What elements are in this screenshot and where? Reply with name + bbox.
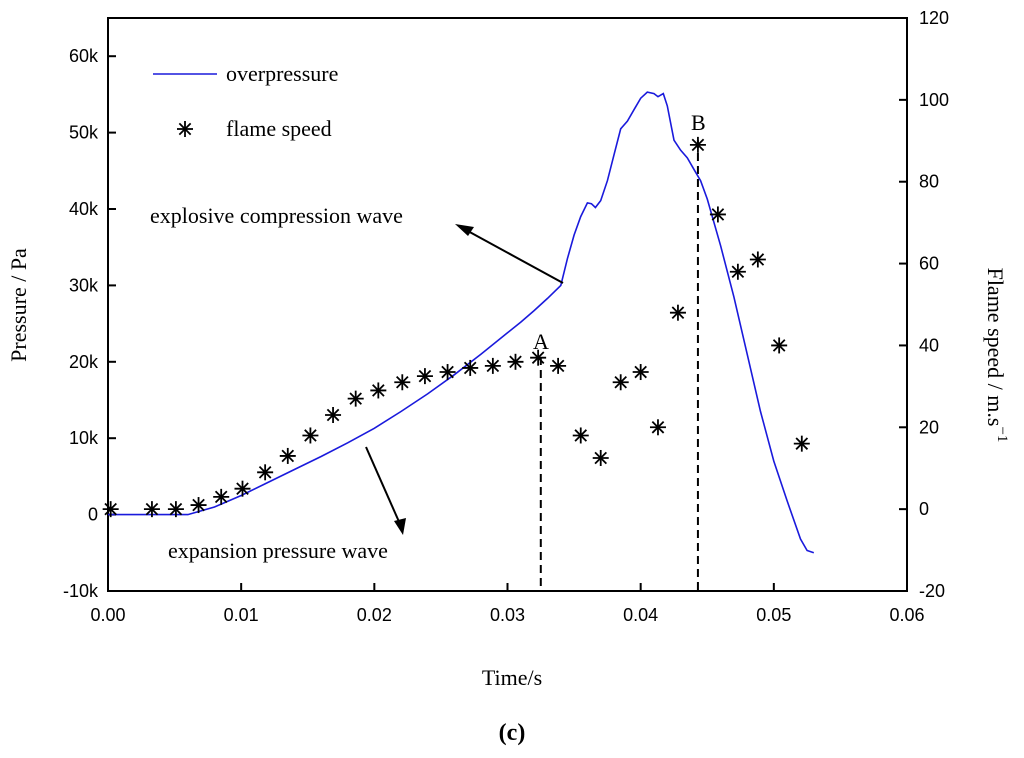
annotation-expansion-wave: expansion pressure wave: [168, 538, 388, 563]
annotation-point-a: A: [533, 329, 549, 354]
y-left-tick-label: 50k: [69, 123, 99, 143]
annotation-expansion-arrow-head: [394, 518, 406, 535]
flame-speed-point: [347, 390, 364, 407]
x-axis-title: Time/s: [482, 665, 542, 690]
y-left-tick-label: 20k: [69, 352, 99, 372]
flame-speed-point: [669, 304, 686, 321]
plot-frame: [107, 17, 908, 592]
y-right-axis-title-main: Flame speed / m.s: [983, 268, 1008, 427]
flame-speed-point: [190, 497, 207, 514]
flame-speed-point: [213, 488, 230, 505]
flame-speed-point: [689, 136, 706, 153]
y-left-tick-label: 0: [88, 505, 98, 525]
y-left-axis-ticks: -10k 0 10k 20k 30k 40k 50k 60k: [63, 46, 116, 601]
flame-speed-point: [550, 357, 567, 374]
y-right-tick-label: 20: [919, 417, 939, 437]
flame-speed-point: [416, 368, 433, 385]
flame-speed-point: [592, 449, 609, 466]
y-right-tick-label: 60: [919, 254, 939, 274]
flame-speed-point: [632, 364, 649, 381]
flame-speed-point: [572, 427, 589, 444]
flame-speed-point: [462, 359, 479, 376]
y-left-tick-label: 60k: [69, 46, 99, 66]
x-tick-label: 0.02: [357, 605, 392, 625]
flame-speed-point: [507, 353, 524, 370]
y-left-tick-label: 30k: [69, 275, 99, 295]
flame-speed-point: [484, 357, 501, 374]
flame-speed-point: [793, 435, 810, 452]
y-right-tick-label: 100: [919, 90, 949, 110]
panel-label: (c): [499, 720, 526, 746]
x-tick-label: 0.01: [224, 605, 259, 625]
x-axis-ticks: 0.00 0.01 0.02 0.03 0.04 0.05 0.06: [90, 583, 925, 625]
y-right-axis-title-sup: −1: [994, 426, 1010, 442]
x-tick-label: 0.05: [756, 605, 791, 625]
y-left-axis-title: Pressure / Pa: [6, 248, 31, 362]
annotation-expansion-arrow-shaft: [365, 446, 401, 525]
flame-speed-point: [167, 501, 184, 518]
y-right-tick-label: 0: [919, 499, 929, 519]
y-right-tick-label: 120: [919, 8, 949, 28]
legend-flame-speed-label: flame speed: [226, 116, 332, 141]
flame-speed-point: [325, 407, 342, 424]
flame-speed-point: [771, 337, 788, 354]
flame-speed-point: [530, 349, 547, 366]
annotation-point-b: B: [691, 110, 706, 135]
flame-speed-point: [749, 251, 766, 268]
y-right-axis-ticks: -20 0 20 40 60 80 100 120: [899, 8, 949, 601]
svg-text:Flame speed / m.s−1: Flame speed / m.s−1: [983, 268, 1010, 443]
y-left-tick-label: 10k: [69, 428, 99, 448]
flame-speed-point: [257, 464, 274, 481]
flame-speed-point: [143, 501, 160, 518]
annotation-compression-arrow-shaft: [465, 229, 564, 284]
y-right-tick-label: 80: [919, 172, 939, 192]
x-tick-label: 0.06: [889, 605, 924, 625]
flame-speed-point: [649, 419, 666, 436]
flame-speed-point: [279, 447, 296, 464]
y-left-tick-label: -10k: [63, 581, 99, 601]
y-left-tick-label: 40k: [69, 199, 99, 219]
annotation-compression-arrow-head: [455, 224, 474, 236]
flame-speed-point: [234, 480, 251, 497]
flame-speed-point: [394, 374, 411, 391]
flame-speed-point: [439, 364, 456, 381]
flame-speed-point: [102, 501, 119, 518]
flame-speed-point: [612, 374, 629, 391]
overpressure-line: [108, 91, 815, 554]
flame-speed-series: [102, 136, 810, 518]
x-tick-label: 0.04: [623, 605, 658, 625]
y-right-tick-label: -20: [919, 581, 945, 601]
x-tick-label: 0.00: [90, 605, 125, 625]
legend-star-glyph: [177, 121, 193, 137]
legend-flame-speed-marker: [177, 121, 193, 137]
flame-speed-point: [370, 382, 387, 399]
y-right-axis-title: Flame speed / m.s−1: [983, 268, 1010, 443]
x-tick-label: 0.03: [490, 605, 525, 625]
flame-speed-point: [709, 206, 726, 223]
flame-speed-point: [729, 263, 746, 280]
annotation-compression-wave: explosive compression wave: [150, 203, 403, 228]
y-right-tick-label: 40: [919, 335, 939, 355]
flame-speed-point: [302, 427, 319, 444]
legend-overpressure-label: overpressure: [226, 61, 338, 86]
panel-label-letter: c: [507, 720, 518, 746]
legend: overpressure flame speed: [153, 61, 338, 141]
